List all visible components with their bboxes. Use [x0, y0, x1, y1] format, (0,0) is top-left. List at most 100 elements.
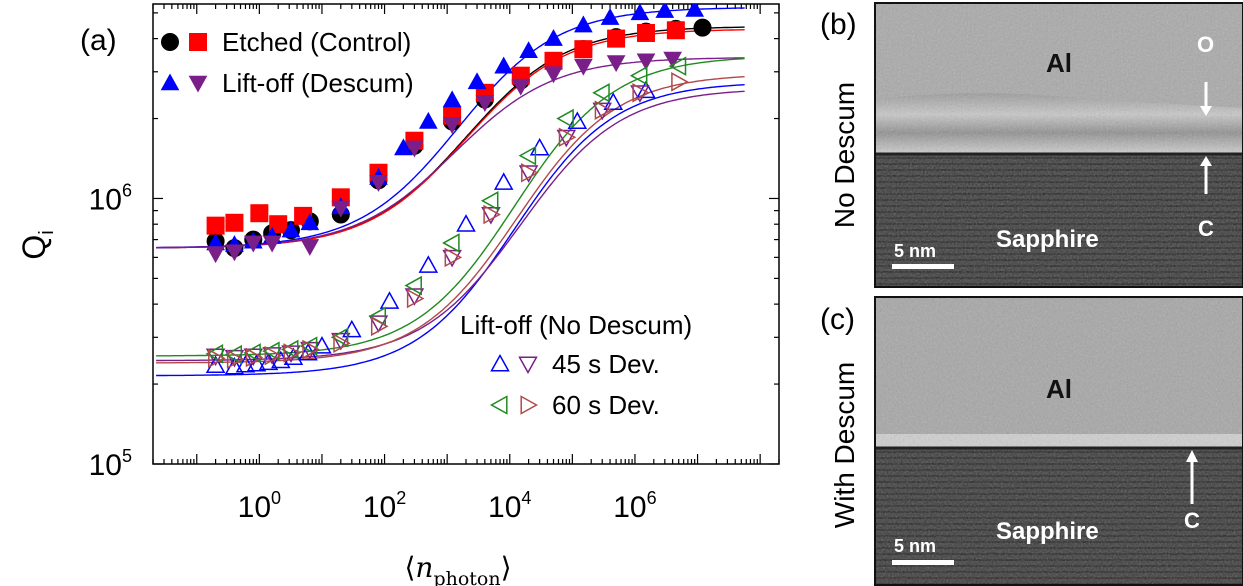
tem-label-c: C — [1198, 216, 1214, 241]
legend-marker — [520, 395, 539, 415]
data-point — [574, 15, 593, 33]
data-point — [300, 341, 320, 360]
x-tick-label: 106 — [613, 488, 656, 524]
data-point — [630, 4, 650, 21]
data-point — [636, 23, 655, 42]
data-point — [245, 347, 264, 368]
data-point — [544, 29, 563, 46]
data-point — [281, 345, 301, 363]
data-point — [302, 339, 320, 360]
data-point — [206, 216, 225, 235]
data-point — [594, 100, 613, 120]
data-point — [442, 90, 462, 108]
data-point — [518, 165, 539, 183]
panel-label-a: (a) — [80, 24, 117, 57]
data-point — [606, 55, 626, 73]
data-point — [394, 138, 413, 156]
data-point — [280, 339, 299, 360]
legend-marker — [189, 33, 207, 51]
data-point — [666, 21, 685, 40]
tem-label-al: Al — [1046, 374, 1072, 404]
data-point — [574, 40, 593, 59]
y-tick-label: 106 — [89, 180, 132, 216]
tem-image-with-descum: Al Sapphire C 5 nm — [874, 296, 1243, 586]
data-point — [671, 72, 689, 92]
data-point — [262, 235, 282, 253]
tem-label-o: O — [1197, 32, 1215, 57]
legend-marker — [160, 73, 180, 91]
fit-curve — [156, 84, 745, 377]
data-point — [243, 343, 261, 363]
data-point — [693, 18, 712, 37]
legend-label: 45 s Dev. — [552, 349, 660, 379]
data-point — [655, 4, 675, 18]
data-point — [243, 235, 263, 253]
data-point — [574, 58, 593, 76]
data-point — [405, 140, 424, 158]
legend-marker — [161, 33, 179, 51]
data-point — [663, 51, 682, 69]
panel-label-c: (c) — [820, 303, 855, 336]
data-point — [630, 85, 650, 103]
data-point — [331, 200, 351, 218]
legend-title: Lift-off (No Descum) — [460, 310, 692, 340]
x-tick-label: 104 — [488, 488, 531, 524]
panel-label-b: (b) — [820, 8, 857, 41]
data-point — [224, 344, 242, 365]
series-nd60_left — [205, 56, 687, 365]
data-point — [483, 204, 501, 225]
y-axis-label: Qi — [16, 230, 58, 259]
data-point — [629, 65, 648, 86]
data-point — [494, 56, 514, 74]
data-point — [299, 336, 318, 356]
data-point — [668, 56, 687, 76]
data-point — [418, 255, 439, 273]
data-point — [226, 349, 245, 370]
data-point — [636, 53, 656, 71]
tem-label-sapphire: Sapphire — [996, 226, 1099, 253]
data-point — [330, 327, 349, 348]
fit-curve — [156, 29, 745, 249]
tem-micrograph-c — [876, 298, 1242, 584]
data-point — [418, 111, 438, 129]
data-point — [205, 344, 224, 364]
data-point — [475, 95, 495, 112]
x-tick-label: 100 — [238, 488, 281, 524]
tick-labels: 100 102 104 106 105 106 — [89, 180, 657, 524]
side-label-with-descum: With Descum — [829, 361, 860, 529]
data-point — [271, 350, 291, 369]
data-point — [442, 249, 462, 268]
data-point — [225, 213, 244, 232]
data-point — [558, 127, 577, 148]
legend-label: 60 s Dev. — [552, 390, 660, 420]
data-point — [456, 214, 476, 232]
data-point — [442, 117, 462, 134]
tem-label-al: Al — [1046, 48, 1072, 78]
data-point — [269, 215, 288, 234]
data-point — [529, 137, 550, 156]
data-point — [511, 78, 531, 96]
data-point — [556, 108, 574, 129]
y-tick-label: 105 — [89, 446, 132, 482]
data-point — [264, 345, 283, 366]
data-point — [300, 213, 320, 231]
data-point — [544, 66, 563, 84]
data-point — [481, 206, 501, 225]
legend-marker — [490, 353, 510, 372]
data-point — [250, 204, 269, 223]
data-point — [243, 348, 264, 367]
data-point — [592, 83, 610, 103]
data-point — [519, 41, 538, 59]
data-point — [208, 348, 226, 369]
legend-marker — [188, 75, 208, 93]
data-point — [370, 316, 389, 337]
legend-marker — [489, 395, 508, 415]
data-point — [444, 247, 463, 268]
data-point — [406, 288, 425, 309]
side-label-no-descum: No Descum — [829, 81, 860, 229]
data-point — [225, 244, 244, 262]
data-point — [379, 291, 400, 309]
legend-label: Lift-off (Descum) — [222, 68, 414, 98]
data-markers — [205, 4, 712, 375]
